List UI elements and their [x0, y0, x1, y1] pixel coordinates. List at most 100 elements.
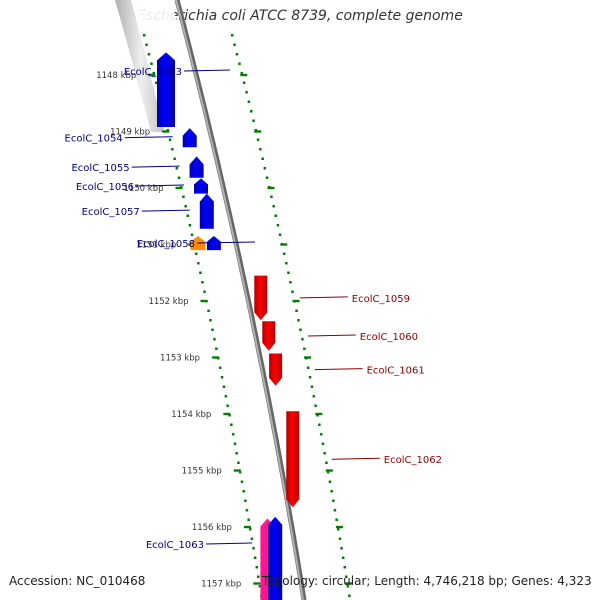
- ruler-dot-left: [247, 518, 250, 521]
- ruler-dot-left: [233, 442, 237, 445]
- ruler-dot-left: [175, 167, 179, 170]
- ruler-dot-right: [328, 480, 332, 483]
- ruler-dot-left: [207, 309, 210, 312]
- ruler-dot-right: [283, 252, 286, 255]
- gene-label: EcolC_1054: [65, 134, 123, 145]
- ruler-dot-right: [319, 433, 323, 436]
- gene-arrow-ecolc-1062: [286, 411, 300, 508]
- ruler-dot-left: [240, 480, 244, 483]
- ruler-dot-right: [240, 72, 243, 75]
- gene-label-line: [141, 209, 190, 212]
- ruler-dot-right: [261, 157, 264, 160]
- ruler-dot-right: [314, 404, 317, 407]
- gene-label-line: [307, 334, 356, 337]
- ruler-tick-label: 1155 kbp: [182, 467, 222, 477]
- ruler-tick-label: 1153 kbp: [160, 354, 200, 364]
- ruler-dot-right: [235, 53, 239, 56]
- ruler-dot-left: [219, 366, 222, 369]
- ruler-dot-right: [333, 509, 337, 512]
- ruler-dot-left: [242, 490, 245, 493]
- ruler-tick-label: 1149 kbp: [110, 128, 150, 138]
- ruler-tick-right: [267, 186, 275, 190]
- gene-label-line: [135, 184, 185, 187]
- ruler-dot-right: [323, 452, 326, 455]
- ruler-tick-right: [292, 299, 300, 303]
- ruler-tick-left: [212, 356, 220, 359]
- ruler-dot-right: [338, 537, 342, 540]
- ruler-dot-left: [182, 195, 185, 198]
- ruler-dot-left: [211, 328, 214, 331]
- gene-label: EcolC_1055: [71, 163, 129, 174]
- ruler-dot-right: [242, 81, 246, 84]
- ruler-tick-left: [162, 130, 170, 133]
- ruler-tick-label: 1156 kbp: [192, 523, 232, 533]
- ruler-dot-right: [341, 556, 345, 559]
- ruler-dot-left: [252, 547, 255, 550]
- ruler-dot-left: [226, 404, 229, 407]
- ruler-tick-left: [223, 412, 231, 416]
- gene-arrow-ecolc-1054: [182, 128, 197, 148]
- ruler-dot-left: [244, 499, 247, 502]
- ruler-tick-left: [148, 73, 156, 77]
- gene-arrow-ecolc-1061: [269, 353, 283, 386]
- genome-backbone-highlight: [175, 0, 304, 600]
- ruler-dot-right: [274, 214, 277, 217]
- ruler-dot-left: [213, 338, 216, 341]
- ruler-dot-left: [186, 214, 189, 217]
- ruler-tick-right: [325, 469, 333, 472]
- ruler-tick-right: [254, 130, 262, 133]
- ruler-dot-right: [346, 585, 350, 588]
- ruler-dot-right: [295, 309, 298, 312]
- ruler-dot-left: [166, 129, 170, 132]
- ruler-dot-left: [249, 528, 252, 531]
- ruler-tick-left: [253, 582, 261, 585]
- ruler-dot-left: [250, 537, 254, 540]
- ruler-dot-right: [245, 91, 248, 94]
- gene-arrow-ecolc-1057: [199, 193, 214, 229]
- ruler-dot-right: [310, 385, 314, 388]
- gene-label-line: [205, 542, 253, 545]
- ruler-dot-right: [326, 471, 330, 474]
- ruler-dot-right: [285, 262, 288, 265]
- gene-arrow-ecolc-1060: [262, 321, 276, 351]
- gene-arrow-ecolc-1059: [254, 275, 268, 321]
- ruler-dot-right: [307, 366, 310, 369]
- ruler-dot-right: [250, 110, 253, 113]
- ruler-dot-left: [171, 148, 174, 151]
- map-title: Escherichia coli ATCC 8739, complete gen…: [137, 8, 463, 24]
- ruler-tick-label: 1151 kbp: [136, 241, 176, 251]
- ruler-dot-left: [190, 233, 194, 236]
- gene-label-line: [183, 69, 231, 72]
- ruler-dot-right: [289, 281, 292, 284]
- ruler-tick-label: 1150 kbp: [123, 184, 163, 194]
- ruler-dot-right: [272, 205, 275, 208]
- ruler-dot-right: [278, 233, 282, 236]
- ruler-dot-right: [335, 518, 338, 521]
- ruler-dot-left: [201, 281, 204, 284]
- ruler-tick-left: [243, 525, 251, 529]
- genome-backbone: [174, 0, 307, 600]
- ruler-dot-right: [291, 290, 294, 293]
- gene-label: EcolC_1053: [124, 67, 182, 78]
- ruler-dot-right: [312, 395, 316, 398]
- ruler-dot-left: [235, 452, 238, 455]
- gene-label: EcolC_1062: [384, 455, 442, 466]
- ruler-dot-left: [253, 556, 257, 559]
- ruler-dot-right: [321, 442, 325, 445]
- ruler-dot-left: [237, 461, 240, 464]
- ruler-tick-right: [280, 243, 288, 246]
- ruler-tick-label: 1152 kbp: [148, 297, 188, 307]
- ruler-dot-left: [257, 575, 260, 578]
- ruler-dot-right: [343, 566, 346, 569]
- ruler-dot-right: [256, 138, 260, 141]
- ruler-dot-left: [168, 138, 172, 141]
- gene-label: EcolC_1056: [76, 182, 134, 193]
- ruler-dot-right: [332, 499, 335, 502]
- accession-text: Accession: NC_010468: [9, 574, 146, 588]
- ruler-dot-left: [154, 81, 158, 84]
- ruler-dot-left: [230, 423, 233, 426]
- ruler-dot-left: [184, 205, 187, 208]
- ruler-tick-right: [240, 73, 248, 77]
- gene-label-line: [131, 165, 180, 168]
